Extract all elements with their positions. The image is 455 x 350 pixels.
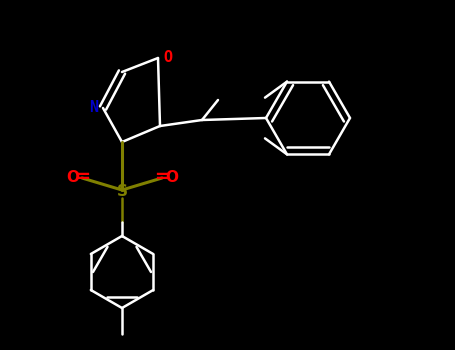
Text: =: = (75, 168, 90, 186)
Text: O: O (66, 170, 79, 186)
Text: =: = (154, 168, 169, 186)
Text: O: O (163, 49, 172, 64)
Text: N: N (89, 100, 98, 116)
Text: S: S (116, 183, 127, 198)
Text: O: O (165, 170, 178, 186)
